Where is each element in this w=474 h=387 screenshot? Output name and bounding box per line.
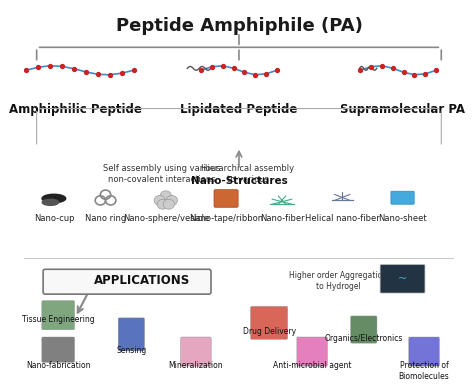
Text: Supramolecular PA: Supramolecular PA — [340, 103, 465, 116]
Text: Organics/Electronics: Organics/Electronics — [325, 334, 403, 343]
FancyBboxPatch shape — [42, 337, 74, 362]
Text: ~: ~ — [398, 274, 407, 284]
FancyBboxPatch shape — [43, 269, 211, 294]
FancyBboxPatch shape — [251, 307, 288, 339]
Text: Protection of
Biomolecules: Protection of Biomolecules — [399, 361, 449, 380]
FancyBboxPatch shape — [351, 316, 377, 343]
Circle shape — [154, 195, 165, 205]
Circle shape — [157, 199, 168, 209]
Text: Nano-sphere/vesicle: Nano-sphere/vesicle — [123, 214, 209, 223]
FancyBboxPatch shape — [42, 301, 74, 330]
Text: Anti-microbial agent: Anti-microbial agent — [273, 361, 351, 370]
Text: Nano ring: Nano ring — [85, 214, 126, 223]
FancyBboxPatch shape — [214, 190, 238, 207]
FancyBboxPatch shape — [409, 337, 439, 366]
Text: APPLICATIONS: APPLICATIONS — [94, 274, 190, 287]
FancyBboxPatch shape — [181, 337, 211, 366]
FancyBboxPatch shape — [118, 318, 145, 351]
Text: Nano-tape/ribbon: Nano-tape/ribbon — [189, 214, 263, 223]
Text: Nano-fabrication: Nano-fabrication — [26, 361, 91, 370]
FancyBboxPatch shape — [380, 265, 425, 293]
Text: Tissue Engineering: Tissue Engineering — [22, 315, 94, 324]
Circle shape — [166, 195, 177, 205]
Text: Nano-fiber: Nano-fiber — [260, 214, 304, 223]
Text: Amphiphilic Peptide: Amphiphilic Peptide — [9, 103, 142, 116]
Text: Helical nano-fiber: Helical nano-fiber — [305, 214, 380, 223]
FancyBboxPatch shape — [391, 191, 414, 204]
FancyBboxPatch shape — [297, 337, 328, 366]
Text: Lipidated Peptide: Lipidated Peptide — [180, 103, 298, 116]
Text: Sensing: Sensing — [116, 346, 146, 355]
Text: Self assembly using various
non-covalent interactions: Self assembly using various non-covalent… — [103, 164, 220, 184]
Ellipse shape — [42, 194, 66, 203]
Circle shape — [163, 199, 174, 209]
Text: Nano-cup: Nano-cup — [34, 214, 74, 223]
Text: Nano-Structures: Nano-Structures — [191, 176, 287, 185]
Ellipse shape — [42, 199, 59, 205]
Text: Nano-sheet: Nano-sheet — [378, 214, 427, 223]
Circle shape — [160, 191, 172, 201]
Text: Higher order Aggregation
to Hydrogel: Higher order Aggregation to Hydrogel — [289, 271, 387, 291]
Text: Drug Delivery: Drug Delivery — [243, 327, 296, 336]
Text: Hierarchical assembly
to various: Hierarchical assembly to various — [201, 164, 294, 184]
Text: Mineralization: Mineralization — [169, 361, 223, 370]
Text: Peptide Amphiphile (PA): Peptide Amphiphile (PA) — [116, 17, 363, 35]
